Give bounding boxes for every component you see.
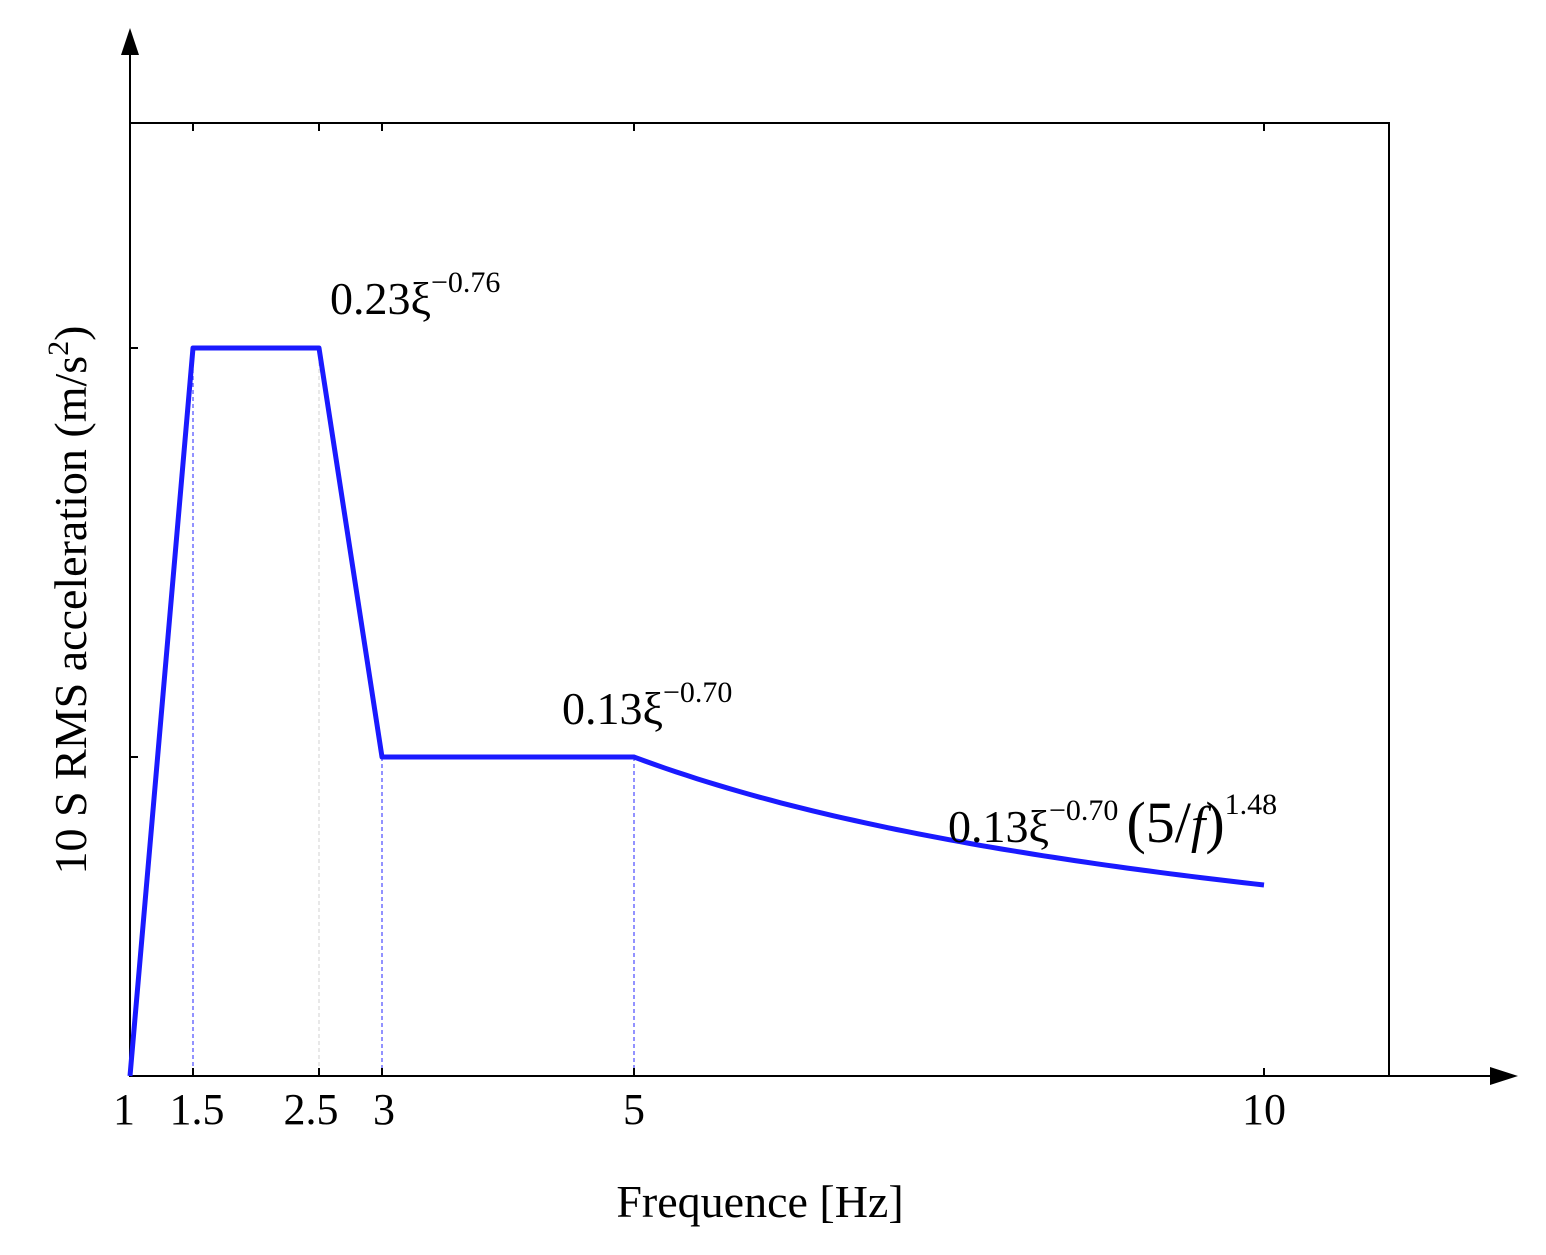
series-line xyxy=(127,345,1265,1077)
y-axis-title-end: ) xyxy=(45,325,96,340)
x-tick-label-1: 1.5 xyxy=(170,1085,225,1134)
y-axis-title-main: 10 S RMS acceleration (m/s xyxy=(45,356,96,875)
tick-marks xyxy=(129,123,1265,1076)
x-axis-arrowhead xyxy=(1490,1067,1518,1085)
x-tick-label-5: 10 xyxy=(1242,1085,1286,1134)
y-axis-arrowhead xyxy=(121,28,139,55)
annotation-mid: 0.13ξ−0.70 xyxy=(562,676,732,734)
annotation-mid-base: 0.13ξ xyxy=(562,683,663,734)
guide-lines xyxy=(192,348,635,1076)
annotation-tail-base: 0.13ξ xyxy=(948,801,1049,852)
x-tick-label-4: 5 xyxy=(623,1085,645,1134)
x-axis-title: Frequence [Hz] xyxy=(616,1176,903,1227)
x-tick-labels: 1 1.5 2.5 3 5 10 xyxy=(113,1085,1286,1134)
annotation-tail-exp: −0.70 xyxy=(1049,794,1118,827)
annotation-tail-paren-open: (5/ xyxy=(1126,790,1191,855)
x-tick-label-0: 1 xyxy=(113,1085,135,1134)
annotation-peak-exp: −0.76 xyxy=(431,266,500,299)
annotation-tail: 0.13ξ−0.70 (5/f)1.48 xyxy=(948,788,1277,855)
x-tick-label-2: 2.5 xyxy=(284,1085,339,1134)
x-tick-label-3: 3 xyxy=(373,1085,395,1134)
annotation-tail-power: 1.48 xyxy=(1225,788,1278,821)
annotation-peak: 0.23ξ−0.76 xyxy=(330,266,500,324)
y-axis-title: 10 S RMS acceleration (m/s2) xyxy=(42,325,96,874)
annotation-mid-exp: −0.70 xyxy=(663,676,732,709)
annotation-tail-paren-close: ) xyxy=(1205,790,1224,855)
annotation-peak-base: 0.23ξ xyxy=(330,273,431,324)
plot-frame xyxy=(129,122,1390,1077)
y-axis-title-sup: 2 xyxy=(42,341,75,356)
